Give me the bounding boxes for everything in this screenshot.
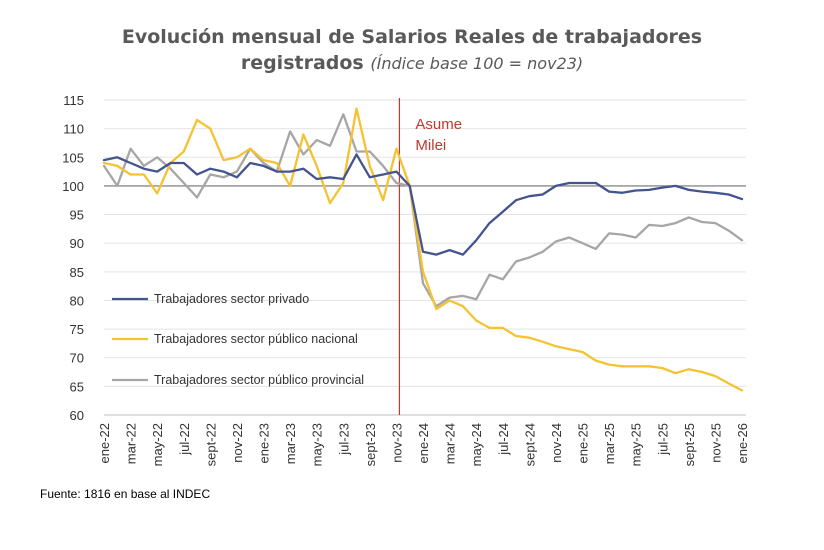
x-tick-label: mar-25 xyxy=(602,423,617,464)
series-line-0 xyxy=(102,153,744,256)
y-tick-label: 105 xyxy=(62,150,84,165)
x-tick-label: ene-23 xyxy=(257,423,272,463)
y-tick-label: 70 xyxy=(70,351,84,366)
x-tick-label: mar-22 xyxy=(124,423,139,464)
x-tick-label: jul-24 xyxy=(496,423,511,456)
series-line-2 xyxy=(102,113,744,308)
title-line-1: Evolución mensual de Salarios Reales de … xyxy=(121,26,703,48)
x-tick-label: mar-24 xyxy=(443,423,458,464)
series-line-1 xyxy=(102,107,744,392)
annotation-line-2: Milei xyxy=(415,137,446,154)
x-tick-label: ene-25 xyxy=(576,423,591,463)
chart-subtitle: (Índice base 100 = nov23) xyxy=(370,54,584,73)
y-tick-label: 95 xyxy=(70,208,84,223)
x-tick-label: nov-22 xyxy=(230,423,245,463)
annotation-line-1: Asume xyxy=(415,116,462,133)
x-tick-label: nov-24 xyxy=(549,423,564,463)
x-tick-label: nov-25 xyxy=(708,423,723,463)
x-tick-label: sept-22 xyxy=(203,423,218,466)
x-tick-label: mar-23 xyxy=(283,423,298,464)
y-tick-label: 75 xyxy=(70,322,84,337)
x-tick-label: jul-22 xyxy=(177,423,192,456)
y-tick-label: 90 xyxy=(70,236,84,251)
source-note: Fuente: 1816 en base al INDEC xyxy=(40,487,211,501)
y-tick-label: 80 xyxy=(70,293,84,308)
x-tick-label: sept-25 xyxy=(682,423,697,466)
legend-label-1: Trabajadores sector público nacional xyxy=(154,332,358,346)
x-tick-label: jul-23 xyxy=(336,423,351,456)
x-tick-label: nov-23 xyxy=(389,423,404,463)
legend-label-0: Trabajadores sector privado xyxy=(154,292,309,306)
y-tick-label: 110 xyxy=(63,122,84,137)
x-tick-label: sept-23 xyxy=(363,423,378,466)
x-tick-label: ene-24 xyxy=(416,423,431,463)
y-tick-label: 65 xyxy=(70,379,84,394)
x-tick-label: ene-26 xyxy=(735,423,750,463)
x-tick-label: may-23 xyxy=(310,423,325,466)
x-tick-label: sept-24 xyxy=(522,423,537,466)
x-tick-label: may-24 xyxy=(469,423,484,466)
title-line-2: registrados (Índice base 100 = nov23) xyxy=(0,50,824,77)
x-tick-label: may-25 xyxy=(629,423,644,466)
x-tick-label: may-22 xyxy=(150,423,165,466)
y-tick-label: 100 xyxy=(62,179,84,194)
y-tick-label: 115 xyxy=(63,93,84,108)
x-tick-label: ene-22 xyxy=(97,423,112,463)
chart-title: Evolución mensual de Salarios Reales de … xyxy=(0,24,824,77)
legend-label-2: Trabajadores sector público provincial xyxy=(154,373,364,387)
title-line-2-main: registrados xyxy=(240,52,364,74)
y-tick-label: 60 xyxy=(70,408,84,423)
y-tick-label: 85 xyxy=(70,265,84,280)
x-tick-label: jul-25 xyxy=(655,423,670,456)
